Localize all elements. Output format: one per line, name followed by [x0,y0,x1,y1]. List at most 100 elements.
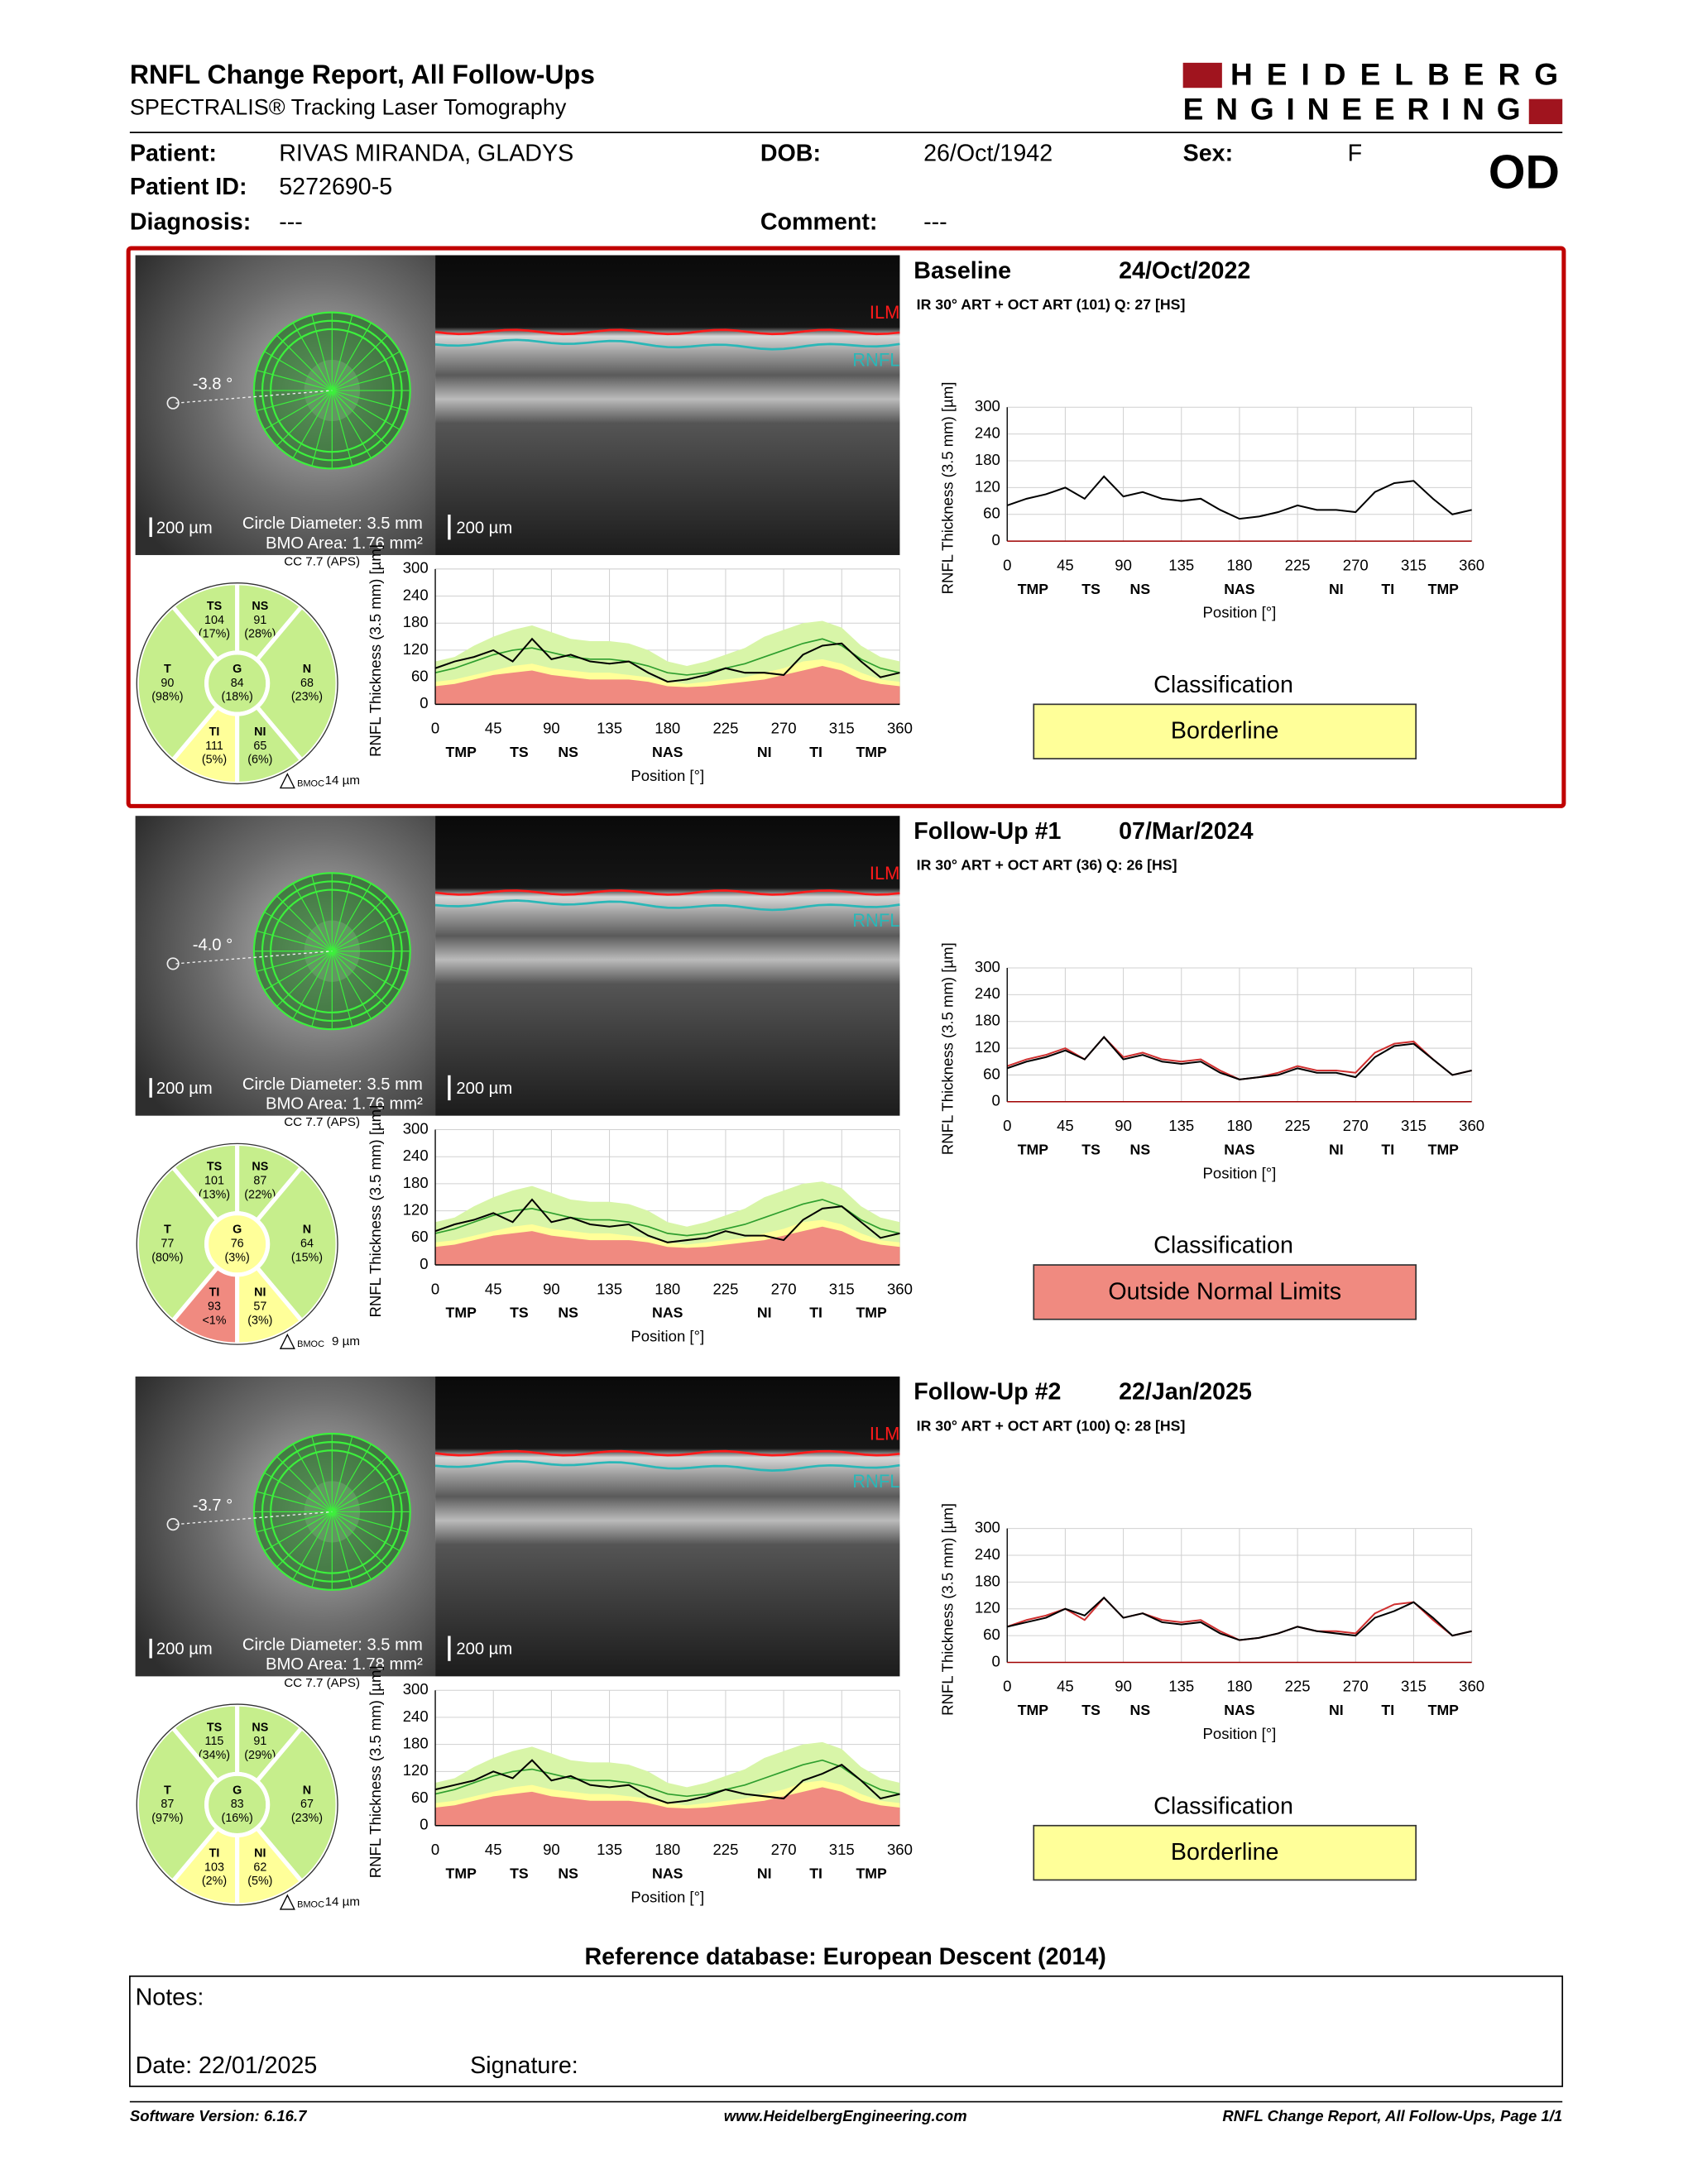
sector-percent: (28%) [244,628,276,641]
x-tick-label: 0 [431,1841,439,1858]
rnfl-line [434,899,900,912]
sector-value: 104 [204,614,224,627]
region-label: NAS [1224,1702,1255,1718]
y-tick-label: 60 [411,1789,429,1806]
exam-label: Follow-Up #1 [914,818,1061,845]
region-label: TS [1081,1141,1101,1157]
y-tick-label: 240 [403,1147,429,1164]
bmo-area: BMO Area: 1.78 mm² [266,1655,423,1674]
y-axis-label: RNFL Thickness (3.5 mm) [µm] [938,382,956,595]
y-tick-label: 0 [420,1255,428,1272]
x-tick-label: 135 [1168,1117,1194,1134]
scan-spoke [264,1511,333,1552]
x-tick-label: 90 [543,1841,560,1858]
logo-mark [1528,98,1563,125]
y-tick-label: 120 [975,1599,1000,1616]
normative-band [435,1787,900,1826]
sector-value: 68 [300,677,314,690]
sector-percent: (22%) [244,1188,276,1201]
bmo-area: BMO Area: 1.76 mm² [266,1095,423,1114]
x-axis-label: Position [°] [1203,1725,1277,1742]
scan-spoke [256,390,333,412]
scan-spoke [276,1456,333,1512]
rnfl-label: RNFL [852,349,899,370]
sector-value: 103 [204,1861,224,1874]
circle-diameter: Circle Diameter: 3.5 mm [242,515,423,533]
logo-mark [1182,62,1222,89]
y-tick-label: 60 [983,505,1000,522]
scan-spoke [332,1511,400,1552]
sector-value: 62 [253,1861,266,1874]
x-tick-label: 225 [1285,1678,1311,1695]
sector-name: G [233,663,242,676]
x-axis-label: Position [°] [1203,604,1277,621]
region-label: TI [809,1865,822,1881]
field-value: RIVAS MIRANDA, GLADYS [279,141,573,167]
field-label: Patient ID: [130,174,247,200]
scan-spoke [331,883,372,952]
classification-title: Classification [1153,1793,1293,1819]
region-label: TS [510,744,529,760]
scan-spoke [332,1511,408,1533]
footer-software: Software Version: 6.16.7 [130,2107,308,2124]
classification: Borderline [1171,1839,1279,1866]
rnfl-line [434,1459,900,1473]
region-label: TMP [1018,1702,1049,1718]
field-label: Sex: [1183,141,1234,167]
x-tick-label: 270 [771,1841,797,1858]
y-tick-label: 0 [991,1092,1000,1109]
sector-value: 76 [231,1238,244,1251]
fovea-line [175,1511,333,1525]
bmoc-label: BMOC [297,1339,324,1349]
scan-spoke [331,1436,353,1512]
region-label: NAS [1224,581,1255,597]
sector-percent: (5%) [202,754,227,767]
region-label: TMP [856,744,887,760]
x-tick-label: 360 [1459,1678,1484,1695]
region-label: TI [1381,1141,1394,1157]
scan-spoke [331,1511,388,1568]
region-label: NAS [652,1305,683,1321]
y-axis-label: RNFL Thickness (3.5 mm) [µm] [938,1503,956,1716]
region-label: NAS [652,744,683,760]
scan-spoke [311,875,333,951]
x-tick-label: 90 [1115,1117,1132,1134]
x-tick-label: 315 [1401,1678,1427,1695]
scan-spoke [276,334,333,391]
notes-date: Date: 22/01/2025 [136,2052,318,2079]
region-label: NS [558,744,578,760]
sector-value: 65 [253,740,266,753]
sector-name: G [233,1224,242,1237]
ilm-label: ILM [870,1423,900,1444]
scan-spoke [256,1491,333,1513]
scan-spoke [264,951,333,991]
region-label: TMP [1428,1702,1460,1718]
fovea-mark [166,957,180,970]
region-label: NAS [652,1865,683,1881]
y-axis-label: RNFL Thickness (3.5 mm) [µm] [367,544,384,757]
x-tick-label: 225 [712,1280,738,1297]
ilm-line [434,328,900,336]
x-tick-label: 315 [829,720,855,737]
sector-name: N [303,1224,311,1237]
scan-spoke [332,390,400,430]
x-tick-label: 315 [1401,556,1427,573]
x-tick-label: 180 [655,1841,680,1858]
sector-name: TS [207,1161,222,1174]
footer-page: RNFL Change Report, All Follow-Ups, Page… [1222,2107,1562,2124]
region-label: TI [1381,1702,1394,1718]
field-value: --- [279,208,303,235]
scan-info: IR 30° ART + OCT ART (100) Q: 28 [HS] [917,1417,1186,1434]
report-subtitle: SPECTRALIS® Tracking Laser Tomography [130,95,567,120]
x-tick-label: 180 [655,1280,680,1297]
sector-percent: (23%) [291,691,323,704]
sector-outline [136,1703,338,1906]
x-tick-label: 315 [829,1280,855,1297]
scan-info: IR 30° ART + OCT ART (36) Q: 26 [HS] [917,857,1177,874]
field-label: Patient: [130,141,217,167]
oct-image [435,1376,900,1677]
baseline-frame [126,246,1566,808]
scan-spoke [331,390,388,447]
region-label: TS [510,1305,529,1321]
y-tick-label: 60 [983,1065,1000,1082]
